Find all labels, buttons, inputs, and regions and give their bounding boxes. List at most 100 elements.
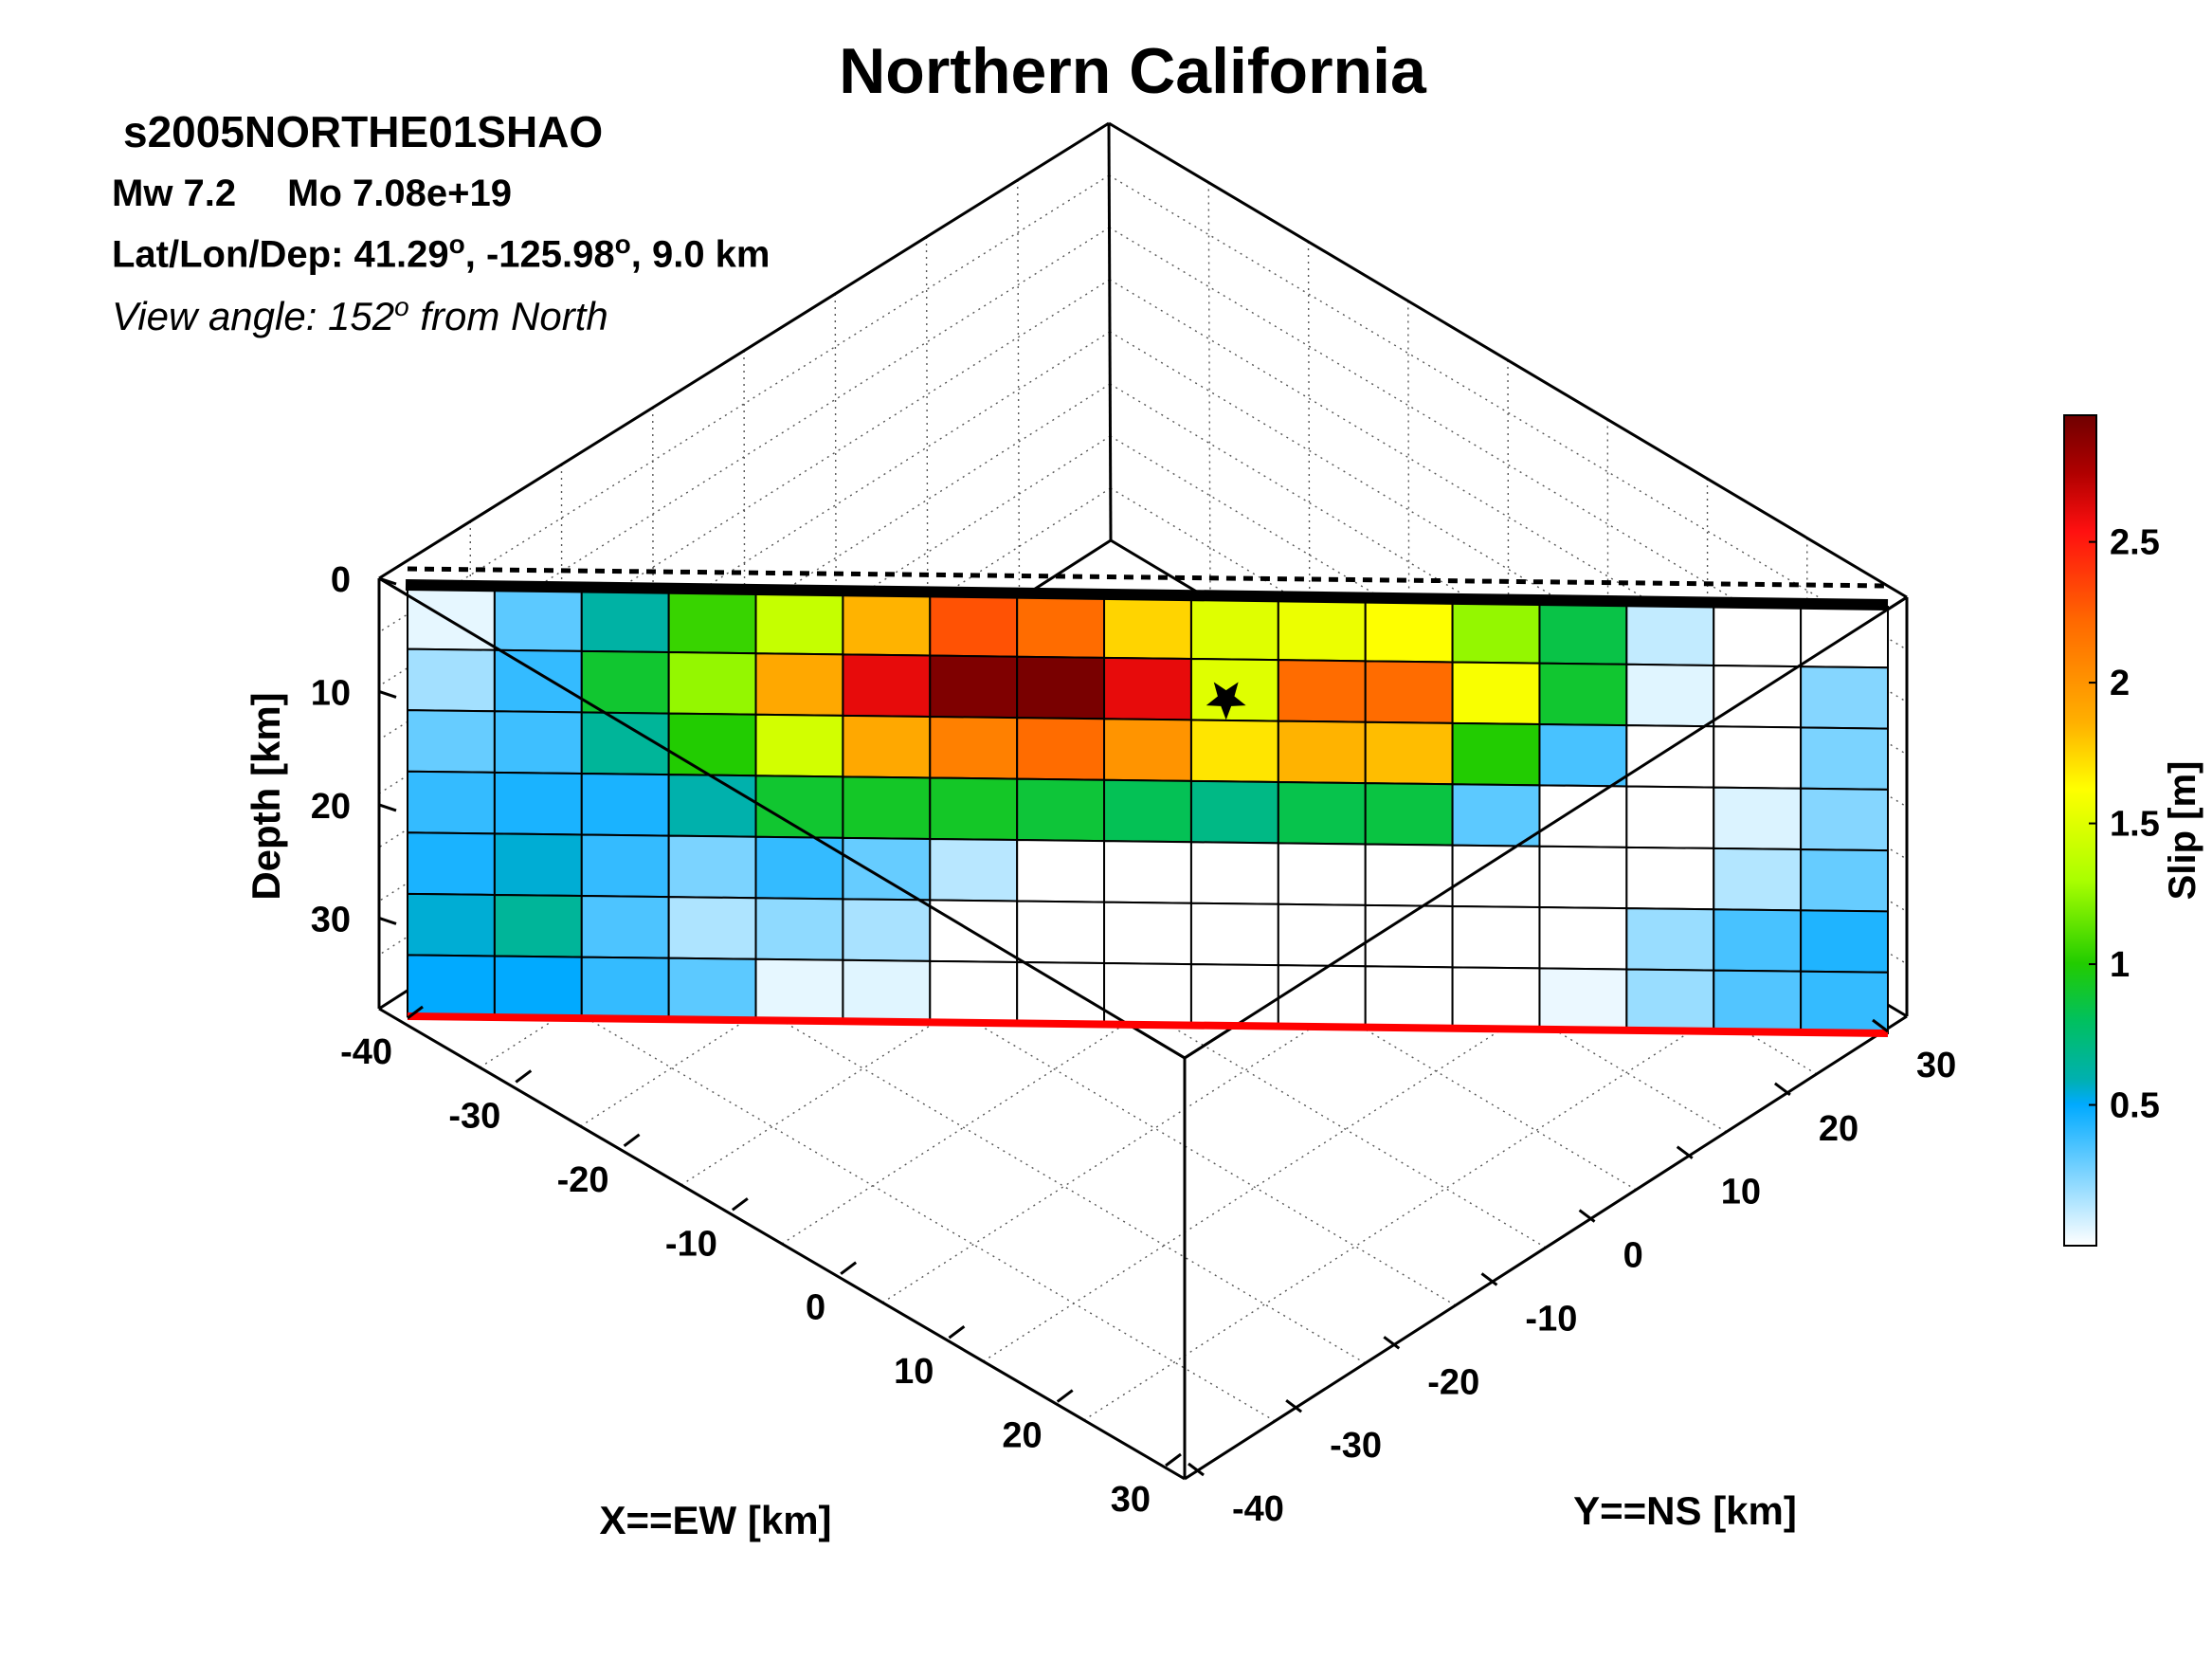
- slip-cell: [580, 772, 670, 837]
- box-edge: [378, 1007, 1186, 1481]
- x-tick: [1165, 1452, 1182, 1468]
- slip-cell: [1103, 901, 1192, 966]
- slip-cell: [1451, 844, 1541, 909]
- y-tick-label: -10: [1525, 1299, 1577, 1339]
- slip-cell: [1538, 845, 1628, 910]
- y-tick-label: -30: [1330, 1426, 1382, 1466]
- x-tick-label: -20: [557, 1160, 609, 1200]
- slip-cell: [1451, 966, 1541, 1030]
- slip-cell: [1538, 601, 1628, 665]
- slip-cell: [1277, 597, 1367, 663]
- y-tick: [1188, 1462, 1205, 1477]
- slip-cell: [580, 589, 670, 654]
- x-tick-label: -10: [665, 1224, 717, 1264]
- x-tick: [407, 1005, 424, 1020]
- lon-degree-symbol: o: [614, 229, 631, 259]
- slip-cell: [1364, 720, 1454, 786]
- slip-cell: [667, 651, 757, 716]
- x-tick-label: 0: [806, 1288, 825, 1328]
- view-angle-line: View angle: 152o from North: [112, 292, 608, 339]
- slip-cell: [754, 957, 844, 1023]
- slip-cell: [1451, 904, 1541, 970]
- x-tick: [1056, 1389, 1074, 1403]
- slip-cell: [842, 775, 932, 840]
- slip-cell: [929, 654, 1019, 720]
- slip-cell: [407, 831, 496, 896]
- location-lon: , -125.98: [464, 233, 615, 276]
- back-wall-gridline: [378, 174, 1110, 633]
- slip-cell: [1277, 720, 1367, 785]
- slip-cell: [493, 832, 583, 898]
- box-edge: [1184, 1014, 1908, 1481]
- slip-cell: [1189, 963, 1279, 1028]
- fault-bottom-edge: [407, 1012, 1889, 1037]
- slip-cell: [1625, 724, 1715, 789]
- depth-tick: [378, 803, 397, 812]
- slip-cell: [407, 647, 496, 713]
- x-tick-label: 20: [1002, 1416, 1042, 1456]
- back-wall-gridline: [378, 331, 1111, 794]
- slip-cell: [1016, 717, 1106, 781]
- fault-trace-dashed: [407, 566, 1889, 589]
- y-tick-label: 30: [1916, 1046, 1956, 1085]
- slip-cell: [667, 590, 757, 655]
- x-tick-label: -40: [340, 1032, 392, 1072]
- slip-cell: [929, 837, 1019, 902]
- slip-cell: [1103, 656, 1192, 721]
- slip-cell: [929, 776, 1019, 842]
- x-tick: [840, 1261, 858, 1275]
- slip-cell: [754, 591, 844, 656]
- slip-cell: [1538, 967, 1628, 1031]
- floor-gridline: [561, 890, 1366, 1364]
- slip-cell: [1103, 595, 1192, 661]
- slip-cell: [1277, 659, 1367, 723]
- location-line: Lat/Lon/Dep: 41.29o, -125.98o, 9.0 km: [112, 229, 771, 276]
- slip-cell: [1364, 598, 1454, 664]
- floor-gridline: [470, 949, 1276, 1422]
- slip-cell: [1625, 907, 1715, 972]
- slip-cell: [1016, 777, 1106, 843]
- y-tick: [1872, 1018, 1889, 1033]
- y-tick: [1285, 1398, 1303, 1413]
- slip-cell: [1625, 663, 1715, 728]
- slip-cell: [493, 648, 583, 714]
- slip-cell: [1625, 846, 1715, 911]
- x-axis-label: X==EW [km]: [599, 1498, 831, 1542]
- slip-cell: [754, 713, 844, 778]
- slip-cell: [1713, 786, 1803, 851]
- slip-cell: [1103, 718, 1192, 782]
- slip-cell: [1364, 660, 1454, 724]
- colorbar-label: Slip [m]: [2162, 761, 2203, 901]
- x-tick-label: -30: [448, 1096, 500, 1136]
- slip-cell: [842, 714, 932, 779]
- slip-cell: [1277, 902, 1367, 968]
- magnitude-line: Mw 7.2 Mo 7.08e+19: [112, 173, 512, 215]
- slip-cell: [754, 897, 844, 961]
- slip-cell: [1451, 600, 1541, 665]
- slip-cell: [493, 771, 583, 836]
- view-angle-suffix: from North: [408, 294, 608, 338]
- colorbar: 2.5 2 1.5 1 0.5 Slip [m]: [2063, 414, 2203, 1247]
- slip-cell: [580, 895, 670, 959]
- slip-cell: [1277, 780, 1367, 846]
- slip-cell: [667, 957, 757, 1022]
- colorbar-tick-label: 0.5: [2110, 1086, 2160, 1126]
- slip-cell: [1713, 908, 1803, 973]
- colorbar-tick-label: 1: [2110, 945, 2130, 985]
- depth-tick: [378, 576, 397, 586]
- slip-cell: [1713, 969, 1803, 1033]
- slip-cell: [407, 892, 496, 957]
- event-id: s2005NORTHE01SHAO: [123, 107, 604, 156]
- slip-cell: [1016, 900, 1106, 965]
- slip-cell: [1016, 594, 1106, 659]
- slip-cell: [667, 712, 757, 777]
- box-edge: [378, 121, 1110, 580]
- slip-cell: [1277, 964, 1367, 1029]
- x-tick: [948, 1324, 966, 1340]
- fault-top-edge: [405, 579, 1889, 611]
- slip-cell: [1538, 784, 1628, 848]
- y-tick-label: 10: [1721, 1173, 1761, 1212]
- slip-cell: [1451, 721, 1541, 787]
- slip-cell: [1538, 662, 1628, 727]
- slip-cell: [1800, 665, 1889, 730]
